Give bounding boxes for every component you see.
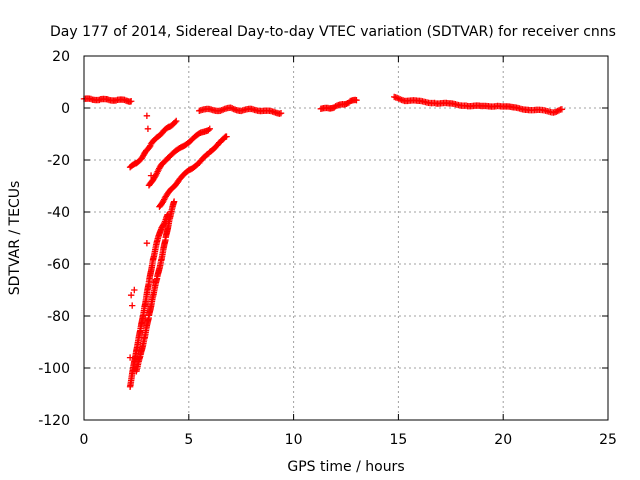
series-steep-left — [126, 211, 172, 390]
data-point — [353, 97, 360, 104]
data-point — [131, 286, 138, 294]
data-point — [129, 302, 136, 309]
series-upper-rising — [126, 117, 180, 171]
series-steep-right — [133, 198, 178, 375]
data-point — [146, 143, 153, 151]
y-tick-label: -40 — [47, 205, 70, 221]
data-point — [170, 198, 178, 205]
x-tick-label: 5 — [184, 432, 193, 448]
data-point — [206, 125, 213, 132]
data-point — [147, 172, 155, 179]
series-early-flat — [80, 95, 135, 105]
y-axis-label: SDTVAR / TECUs — [7, 181, 23, 296]
data-point — [277, 110, 285, 117]
y-tick-label: -80 — [47, 309, 70, 325]
data-point — [558, 106, 566, 113]
x-tick-label: 20 — [494, 432, 512, 448]
data-point — [87, 95, 95, 103]
data-point — [126, 354, 134, 361]
series-outliers — [126, 112, 157, 361]
chart-title: Day 177 of 2014, Sidereal Day-to-day VTE… — [50, 24, 616, 40]
data-point — [205, 126, 212, 134]
series-lower-rising — [156, 133, 230, 210]
x-tick-label: 15 — [389, 432, 407, 448]
data-point — [96, 96, 103, 104]
x-tick-label: 10 — [285, 432, 303, 448]
data-point — [144, 125, 152, 132]
plot-frame — [83, 55, 609, 421]
y-tick-label: -20 — [47, 153, 70, 169]
data-point — [104, 96, 111, 103]
data-point — [160, 221, 167, 228]
data-point — [143, 112, 151, 119]
series-mid-flat — [196, 104, 285, 117]
data-point — [127, 292, 135, 299]
y-tick-label: 20 — [52, 49, 70, 65]
x-tick-label: 0 — [80, 432, 89, 448]
data-point — [149, 279, 157, 286]
data-point — [173, 117, 180, 125]
x-tick-label: 25 — [599, 432, 617, 448]
y-tick-label: -100 — [38, 361, 70, 377]
y-tick-label: -120 — [38, 413, 70, 429]
series-noon-rise — [317, 96, 360, 113]
series-afternoon-decline — [391, 93, 566, 116]
x-axis-label: GPS time / hours — [287, 459, 404, 475]
y-tick-label: -60 — [47, 257, 70, 273]
series-middle-rising — [145, 125, 213, 189]
data-point — [171, 118, 179, 126]
data-point — [223, 133, 230, 140]
y-tick-label: 0 — [61, 101, 70, 117]
data-point — [554, 107, 561, 115]
data-points — [80, 93, 566, 390]
data-point — [143, 240, 151, 247]
data-point — [555, 107, 563, 114]
data-point — [127, 98, 135, 105]
